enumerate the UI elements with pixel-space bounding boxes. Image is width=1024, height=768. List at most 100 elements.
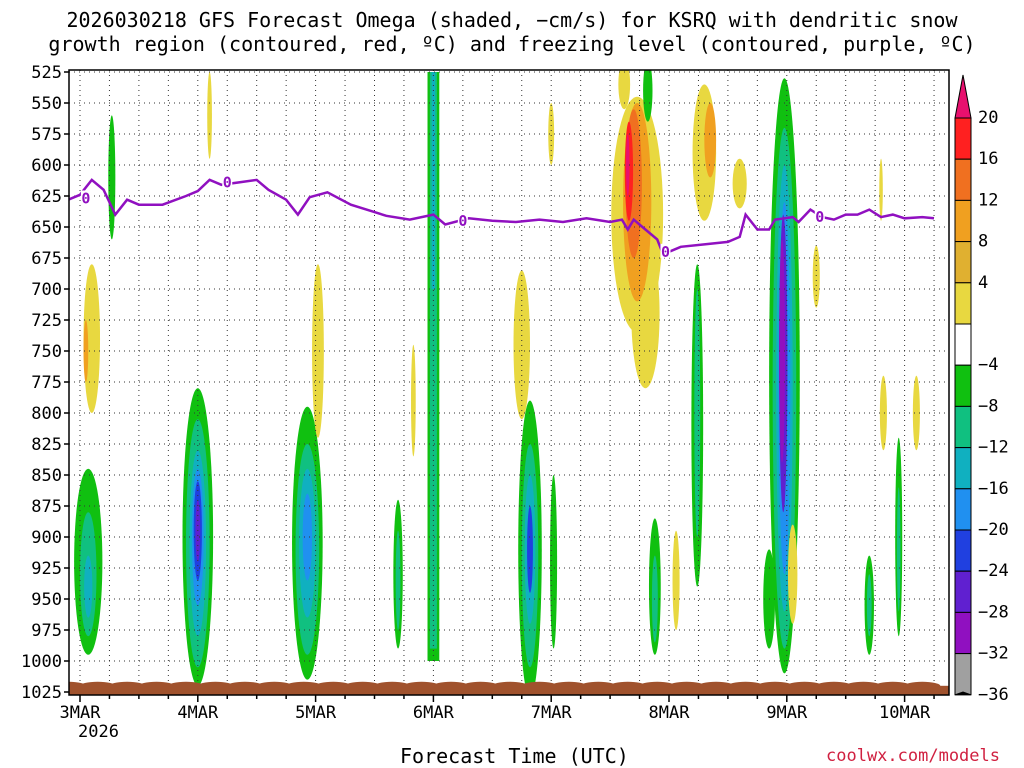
freezing-level: 0 0 0 0 0 (69, 173, 935, 261)
y-tick-label: 875 (31, 497, 62, 517)
ground-bump (168, 681, 205, 690)
colorbar-swatch (954, 364, 972, 407)
freezing-level-label: 0 (81, 189, 90, 207)
colorbar-swatch (954, 447, 972, 490)
freezing-level-line (69, 178, 935, 256)
y-tick-label: 900 (31, 528, 62, 548)
x-tick-label: 10MAR (879, 703, 931, 723)
colorbar-swatch (954, 529, 972, 572)
ground-bump (256, 681, 293, 690)
colorbar-label: −36 (978, 685, 1009, 705)
ground-bump (845, 681, 882, 690)
ground-bump (609, 681, 646, 690)
ground-bump (786, 681, 823, 690)
colorbar-label: −24 (978, 561, 1009, 581)
freezing-level-label-bg (660, 243, 671, 258)
y-tick-label: 550 (31, 94, 62, 114)
colorbar-label: 20 (978, 108, 998, 128)
ground-bump (79, 681, 116, 690)
y-tick-label: 950 (31, 590, 62, 610)
colorbar-top-arrow (954, 74, 972, 119)
ground-bump (462, 681, 499, 690)
x-tick-label: 8MAR (649, 703, 691, 723)
omega-shade (896, 487, 901, 612)
colorbar-label: 16 (978, 149, 998, 169)
omega-shade (83, 320, 89, 382)
freezing-level-label-bg (80, 190, 91, 205)
omega-shade (411, 344, 416, 457)
omega-shade (732, 158, 747, 209)
y-tick-label: 600 (31, 156, 62, 176)
x-tick-label: 6MAR (413, 703, 455, 723)
colorbar-swatch (954, 158, 972, 201)
omega-shade (626, 134, 630, 196)
y-tick-label: 850 (31, 466, 62, 486)
omega-shade (312, 264, 324, 438)
x-axis-ticks: 3MAR 4MAR 5MAR 6MAR 7MAR 8MAR 9MAR 10MAR (60, 695, 935, 723)
y-tick-label: 525 (31, 63, 62, 83)
colorbar-swatch (954, 282, 972, 325)
colorbar-swatch (954, 570, 972, 613)
colorbar-swatch (954, 323, 972, 366)
omega-shade (84, 555, 93, 618)
colorbar-swatch (954, 405, 972, 449)
ground-bump (904, 681, 941, 690)
x-axis-label: Forecast Time (UTC) (400, 744, 629, 768)
ground-bump (197, 681, 234, 690)
y-tick-label: 725 (31, 311, 62, 331)
freezing-level-label: 0 (661, 243, 670, 261)
omega-shading (74, 70, 920, 695)
y-tick-label: 1000 (21, 652, 62, 672)
ground-bump (757, 681, 794, 690)
colorbar-label: −4 (978, 355, 998, 375)
y-tick-label: 925 (31, 559, 62, 579)
freezing-level-label-bg (222, 174, 233, 189)
x-tick-label: 9MAR (766, 703, 808, 723)
ground-bump (815, 681, 852, 690)
x-tick-label: 7MAR (531, 703, 573, 723)
colorbar-swatch (954, 653, 972, 696)
y-tick-label: 700 (31, 280, 62, 300)
ground-bump (344, 681, 381, 690)
colorbar: 20 16 12 8 4 −4 −8 −12 −16 −20 −24 −28 −32 −36 (954, 74, 1009, 705)
ground-bump (874, 681, 911, 690)
ground-bump (285, 681, 322, 690)
y-tick-label: 750 (31, 342, 62, 362)
omega-shade (548, 103, 555, 165)
omega-shade (550, 475, 558, 649)
ground-bump (491, 681, 528, 690)
colorbar-label: 4 (978, 273, 988, 293)
colorbar-bottom-arrow (954, 691, 972, 696)
y-tick-label: 1025 (21, 683, 62, 703)
ground-bump (668, 681, 705, 690)
omega-shade (879, 375, 887, 451)
ground-surface (69, 681, 949, 695)
grid-lines (69, 70, 949, 695)
y-tick-label: 675 (31, 249, 62, 269)
ground-bump (698, 681, 735, 690)
colorbar-label: −8 (978, 396, 998, 416)
y-tick-label: 625 (31, 187, 62, 207)
ground-bump (550, 681, 587, 690)
colorbar-label: 8 (978, 232, 988, 252)
colorbar-label: −32 (978, 644, 1009, 664)
omega-shade (618, 70, 631, 110)
x-tick-label: 3MAR (60, 703, 102, 723)
ground-bump (374, 681, 411, 690)
ground-bump (109, 681, 146, 690)
x-tick-label: 4MAR (177, 703, 219, 723)
omega-shade (395, 530, 401, 631)
colorbar-swatch (954, 199, 972, 243)
ground-bump (727, 681, 764, 690)
chart-title-line1: 2026030218 GFS Forecast Omega (shaded, −… (66, 8, 958, 32)
omega-shade (643, 70, 653, 122)
y-tick-label: 575 (31, 125, 62, 145)
omega-shade (779, 239, 786, 463)
omega-shade (207, 72, 212, 159)
omega-shade (302, 493, 313, 581)
omega-shade (672, 530, 680, 631)
credit-link[interactable]: coolwx.com/models (826, 746, 1000, 766)
colorbar-swatch (954, 241, 972, 284)
omega-shade (83, 264, 101, 413)
